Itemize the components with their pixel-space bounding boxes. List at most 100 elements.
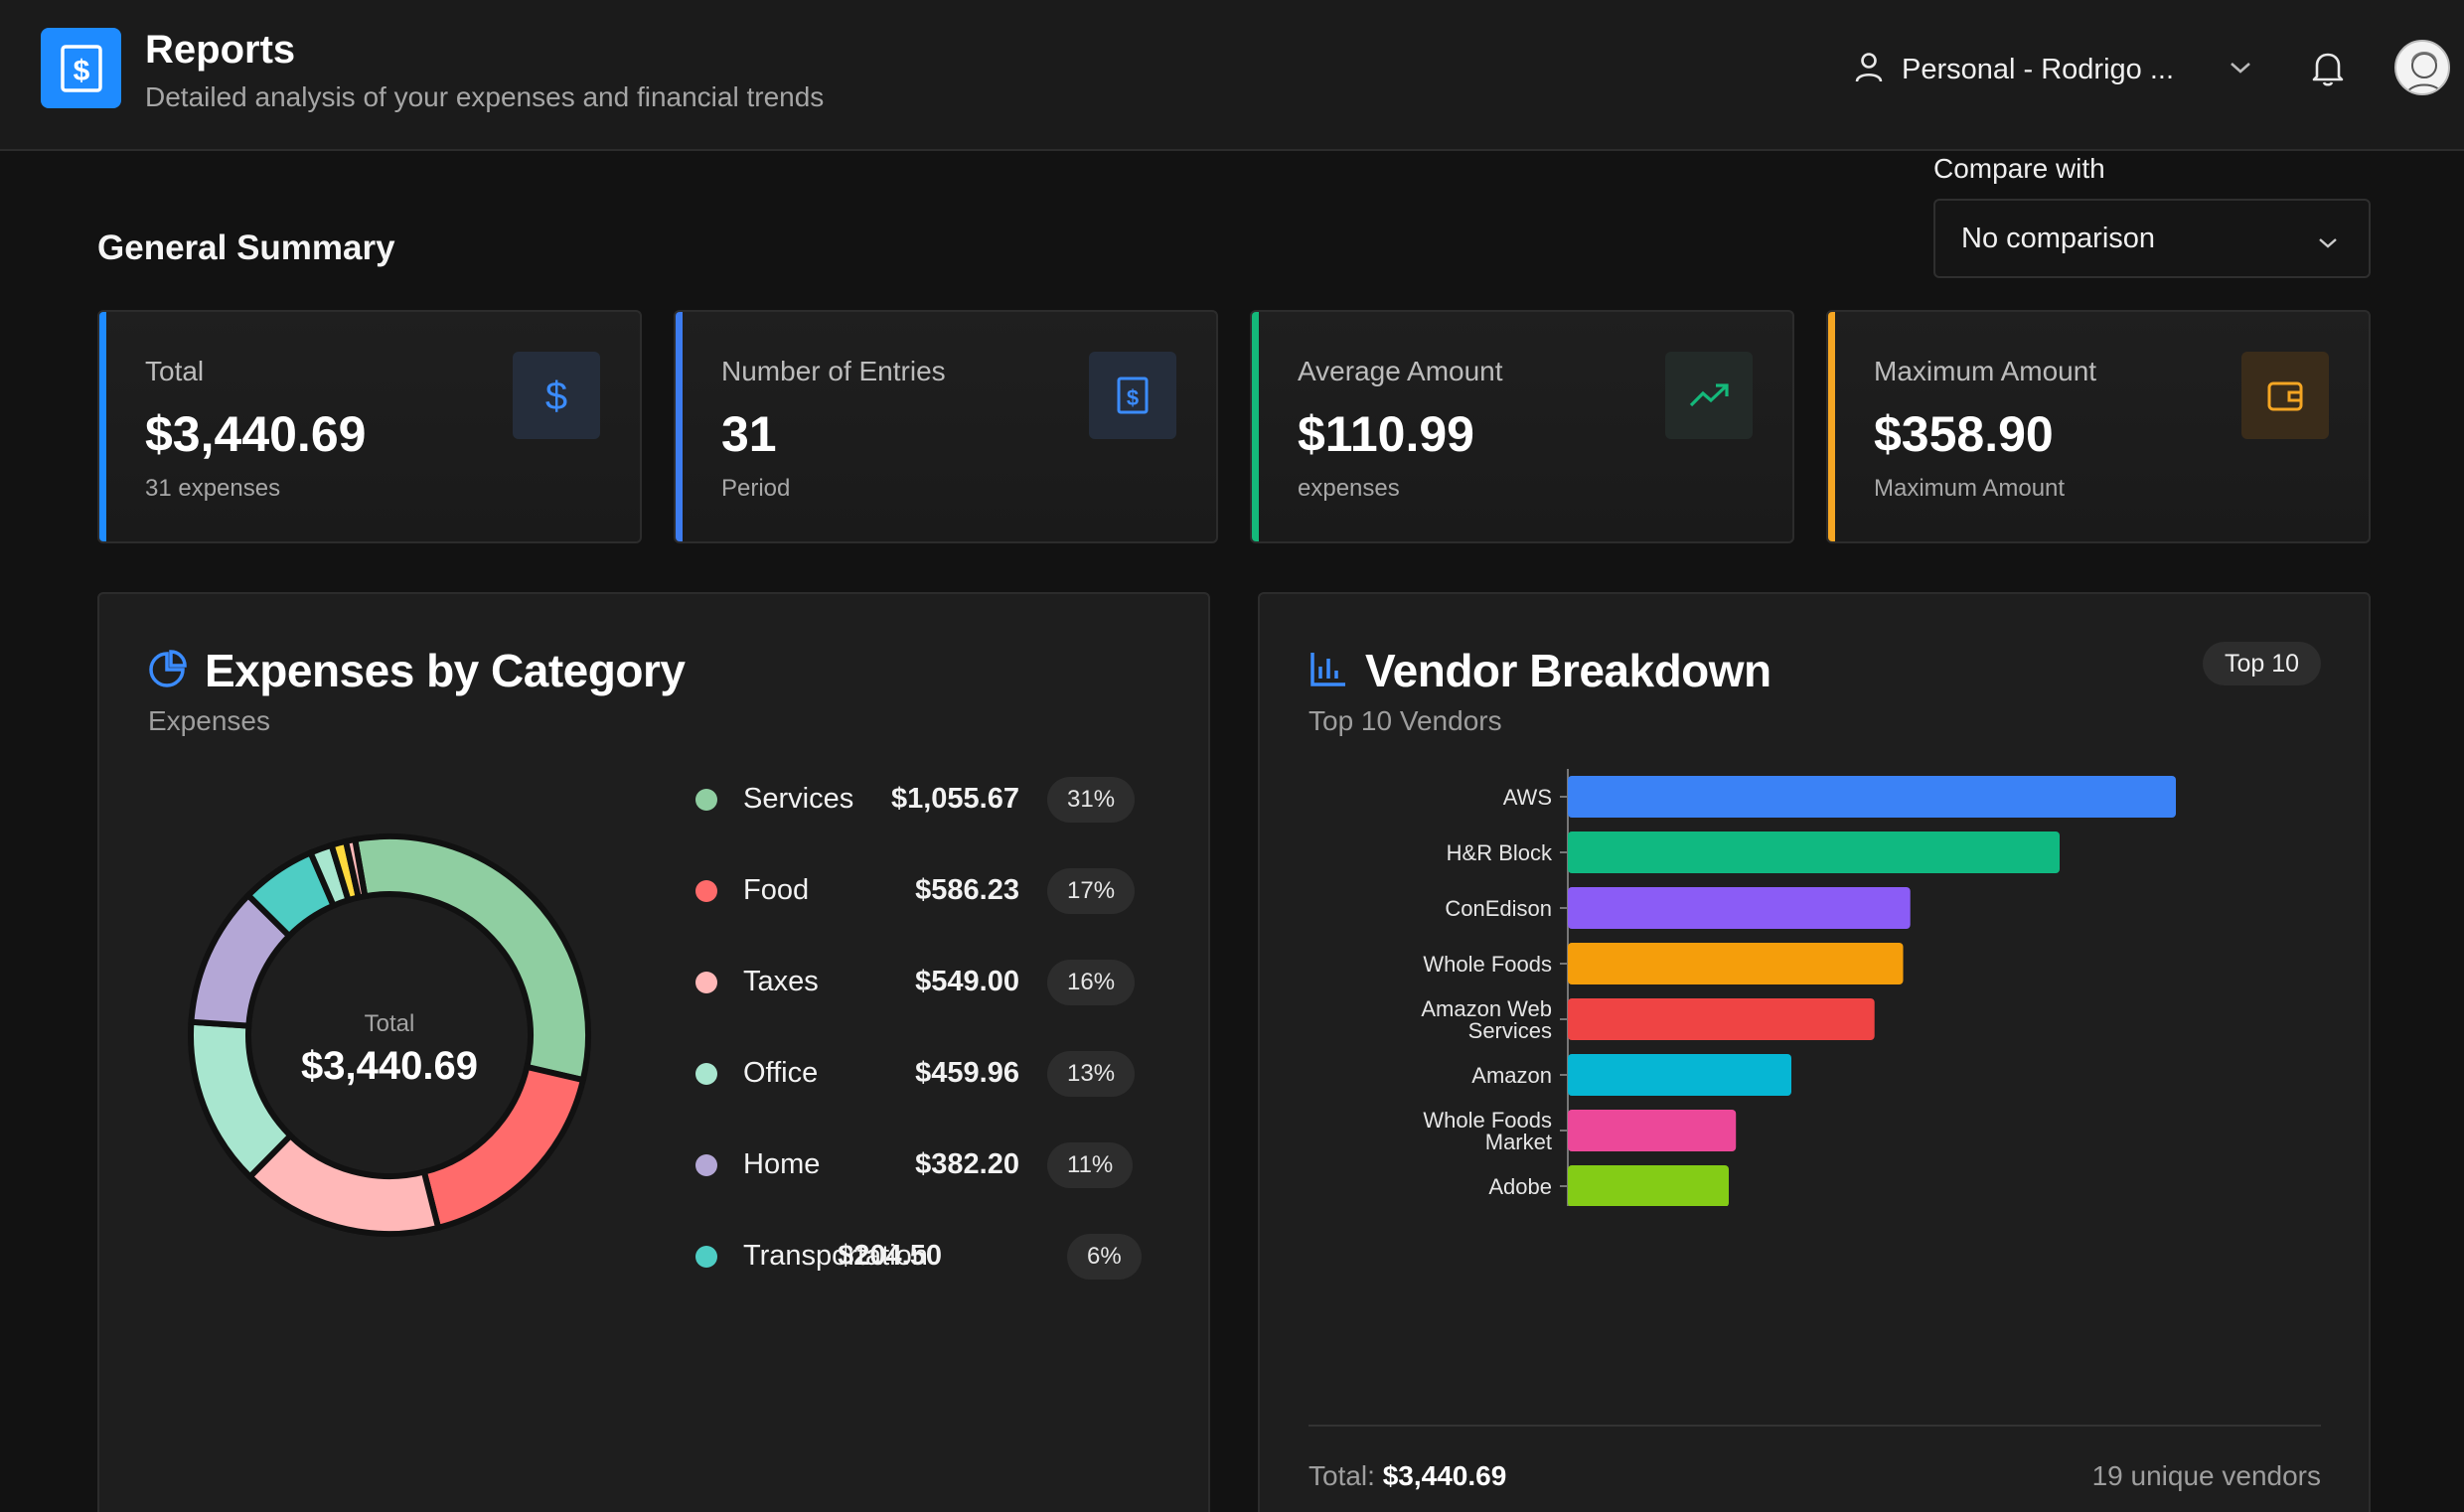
legend-item-food[interactable]: Food $586.23 17% (695, 868, 1192, 914)
legend-dot (695, 1063, 717, 1085)
legend-name: Office (743, 1057, 819, 1089)
bar-amazon[interactable] (1568, 1054, 1791, 1096)
svg-text:$: $ (73, 55, 89, 87)
total-label: Total: (1309, 1460, 1375, 1491)
legend-percent: 11% (1047, 1142, 1134, 1188)
summary-card-entries: Number of Entries 31 Period $ (674, 310, 1218, 543)
user-icon (1854, 52, 1884, 88)
top-10-badge[interactable]: Top 10 (2202, 642, 2321, 685)
bar-label: Amazon Web Services (1421, 996, 1552, 1043)
dollar-icon: $ (513, 352, 600, 439)
legend-name: Taxes (743, 966, 819, 997)
wallet-icon (2241, 352, 2329, 439)
trending-up-icon (1665, 352, 1753, 439)
donut-slice-office[interactable] (188, 1018, 295, 1181)
card-label: Average Amount (1298, 356, 1503, 386)
card-value: $3,440.69 (145, 406, 367, 462)
card-value: $358.90 (1874, 406, 2054, 462)
card-label: Total (145, 356, 205, 386)
donut-center-label: Total (365, 1010, 415, 1037)
page-title: Reports (145, 28, 296, 72)
legend-dot (695, 880, 717, 902)
legend-amount: $459.96 (915, 1057, 1019, 1089)
legend-percent: 6% (1067, 1234, 1142, 1280)
donut-slice-food[interactable] (420, 1063, 587, 1232)
bar-whole-foods[interactable] (1568, 943, 1904, 984)
card-value: $110.99 (1298, 406, 1474, 462)
card-sub: Period (721, 475, 791, 502)
legend-item-transportation[interactable]: Transportation $204.50 6% (695, 1234, 1192, 1280)
total-value: $3,440.69 (1382, 1460, 1507, 1491)
legend-amount: $1,055.67 (890, 783, 1019, 815)
receipt-dollar-icon: $ (41, 28, 121, 108)
category-panel: Expenses by Category Expenses Total $3,4… (97, 592, 1210, 1512)
chevron-down-icon (2228, 60, 2253, 80)
vendor-count: 19 unique vendors (2091, 1460, 2321, 1491)
card-value: 31 (721, 406, 777, 462)
legend-name: Food (743, 874, 810, 906)
bar-label: Whole Foods Market (1423, 1108, 1552, 1154)
bar-whole-foods-market[interactable] (1568, 1110, 1737, 1151)
legend-percent: 16% (1047, 960, 1136, 1005)
account-switcher[interactable]: Personal - Rodrigo ... (1854, 48, 2253, 91)
legend-percent: 17% (1047, 868, 1136, 914)
vendor-panel: Vendor Breakdown Top 10 Vendors Top 10 A… (1258, 592, 2371, 1512)
card-sub: 31 expenses (145, 475, 281, 502)
vendor-bar-chart: AWS H&R Block ConEdison Whole Foods Amazon W… (1421, 769, 2176, 1206)
legend-amount: $204.50 (838, 1240, 942, 1272)
card-label: Maximum Amount (1874, 356, 2097, 386)
legend-name: Services (743, 783, 854, 815)
bar-aws[interactable] (1568, 776, 2176, 818)
bar-label: AWS (1503, 785, 1552, 810)
legend-dot (695, 972, 717, 993)
legend-item-services[interactable]: Services $1,055.67 31% (695, 777, 1192, 823)
divider (1309, 1425, 2321, 1427)
avatar[interactable] (2394, 40, 2450, 95)
bar-amazon-web-services[interactable] (1568, 998, 1875, 1040)
bar-label: H&R Block (1447, 840, 1553, 865)
svg-text:$: $ (1127, 385, 1139, 410)
legend-name: Transportation (743, 1240, 928, 1272)
legend-dot (695, 1246, 717, 1268)
summary-card-average: Average Amount $110.99 expenses (1250, 310, 1794, 543)
bar-conedison[interactable] (1568, 887, 1911, 929)
bar-adobe[interactable] (1568, 1165, 1729, 1206)
legend-amount: $549.00 (915, 966, 1019, 997)
summary-card-total: Total $3,440.69 31 expenses $ (97, 310, 642, 543)
panel-title: Expenses by Category (205, 645, 686, 696)
panel-title: Vendor Breakdown (1365, 645, 1771, 696)
compare-value: No comparison (1961, 222, 2156, 254)
donut-slice-services[interactable] (351, 833, 591, 1084)
donut-center-value: $3,440.69 (301, 1044, 478, 1088)
legend-percent: 13% (1047, 1051, 1136, 1097)
bar-label: Whole Foods (1423, 952, 1552, 977)
legend-item-office[interactable]: Office $459.96 13% (695, 1051, 1192, 1097)
bar-h-r-block[interactable] (1568, 832, 2060, 873)
compare-select[interactable]: No comparison (1933, 199, 2371, 278)
bar-label: Amazon (1471, 1063, 1552, 1088)
card-label: Number of Entries (721, 356, 946, 386)
receipt-icon: $ (1089, 352, 1176, 439)
donut-slice-other-3[interactable] (342, 835, 369, 902)
bell-icon[interactable] (2311, 50, 2345, 92)
donut-chart: Total $3,440.69 (188, 833, 591, 1237)
legend-amount: $382.20 (915, 1148, 1019, 1180)
bar-label: Adobe (1488, 1174, 1552, 1199)
card-sub: Maximum Amount (1874, 475, 2066, 502)
legend-item-taxes[interactable]: Taxes $549.00 16% (695, 960, 1192, 1005)
bar-chart-icon (1309, 650, 1347, 692)
chevron-down-icon (2315, 227, 2341, 259)
section-title: General Summary (97, 228, 395, 267)
summary-card-maximum: Maximum Amount $358.90 Maximum Amount (1826, 310, 2371, 543)
legend-amount: $586.23 (915, 874, 1019, 906)
legend-name: Home (743, 1148, 821, 1180)
account-name: Personal - Rodrigo ... (1902, 53, 2175, 85)
compare-label: Compare with (1933, 153, 2105, 184)
legend-item-home[interactable]: Home $382.20 11% (695, 1142, 1192, 1188)
panel-subtitle: Top 10 Vendors (1309, 705, 1502, 736)
card-sub: expenses (1298, 475, 1400, 502)
legend-dot (695, 789, 717, 811)
pie-chart-icon (147, 650, 187, 694)
legend-dot (695, 1154, 717, 1176)
app-header: $ Reports Detailed analysis of your expe… (0, 0, 2464, 151)
